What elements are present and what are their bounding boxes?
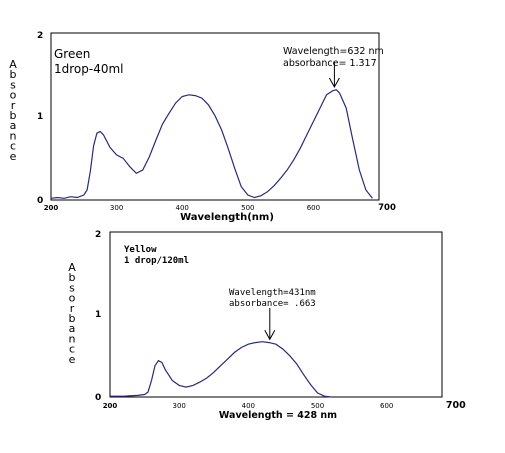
chart-green-x-tick-500: 500: [241, 204, 254, 212]
chart-green-annotation-arrow: [328, 62, 340, 89]
chart-yellow-plot-frame: [109, 231, 443, 398]
chart-yellow-y-axis-letter: s: [69, 281, 75, 294]
chart-green-y-axis-letter: c: [10, 140, 16, 153]
chart-yellow-y-tick-2: 2: [95, 230, 101, 240]
chart-yellow-y-axis-letter: b: [69, 271, 76, 284]
chart-green-y-axis-letter: o: [10, 89, 17, 102]
chart-yellow-y-axis-letter: c: [69, 343, 75, 356]
chart-green-x-axis-label: Wavelength(nm): [180, 212, 274, 223]
chart-green-annotation-line1: Wavelength=632 nm: [283, 46, 384, 57]
chart-green-plot-frame: [50, 32, 380, 201]
chart-yellow-y-axis-letter: b: [69, 312, 76, 325]
chart-green-y-tick-0: 0: [37, 196, 43, 206]
chart-green-title: Green: [54, 47, 90, 61]
chart-green-y-tick-1: 1: [37, 112, 43, 122]
chart-yellow-x-tick-200: 200: [103, 402, 118, 410]
chart-yellow-subtitle: 1 drop/120ml: [124, 256, 189, 266]
chart-yellow-x-tick-400: 400: [242, 402, 255, 410]
chart-yellow-x-ticks: 200 300 400 500 600 700: [103, 400, 466, 411]
chart-green-arrow-head: [328, 77, 340, 89]
chart-green-x-tick-300: 300: [110, 204, 123, 212]
chart-yellow-title: Yellow: [124, 245, 157, 255]
chart-green-y-tick-2: 2: [37, 31, 43, 41]
chart-yellow-y-axis-letter: e: [69, 353, 76, 366]
chart-yellow-annotation-arrow: [264, 308, 276, 341]
chart-yellow-y-axis-letter: A: [68, 261, 76, 274]
chart-green-x-ticks: 200 300 400 500 600 700: [44, 203, 396, 213]
chart-yellow-annotation-line2: absorbance= .663: [229, 299, 316, 309]
chart-green-y-axis-letter: a: [10, 119, 17, 132]
chart-green-y-axis-letter: s: [10, 78, 16, 91]
chart-yellow-annotation-line1: Wavelength=431nm: [229, 288, 316, 298]
chart-green-series-line: [50, 89, 373, 199]
chart-yellow-arrow-head: [264, 330, 276, 341]
chart-yellow-y-axis-letter: o: [69, 292, 76, 305]
chart-yellow-series-line: [110, 341, 332, 398]
chart-yellow-y-axis-letter: n: [69, 332, 76, 345]
chart-green-y-axis-letter: e: [10, 150, 17, 163]
chart-yellow-x-tick-300: 300: [173, 402, 186, 410]
chart-green-x-tick-400: 400: [176, 204, 189, 212]
chart-green-y-axis-letter: r: [11, 99, 16, 112]
chart-yellow-x-tick-700: 700: [446, 400, 466, 411]
chart-yellow-x-tick-500: 500: [311, 402, 324, 410]
chart-green-y-axis-letter: n: [10, 129, 17, 142]
chart-yellow-y-axis-letter: r: [70, 302, 75, 315]
chart-green-y-axis-letter: b: [10, 109, 17, 122]
chart-yellow-x-axis-label: Wavelength = 428 nm: [219, 410, 337, 421]
chart-yellow-x-tick-600: 600: [380, 402, 393, 410]
chart-green-y-axis-letter: A: [9, 58, 17, 71]
chart-green-x-tick-600: 600: [307, 204, 320, 212]
chart-green-y-axis-letter: b: [10, 68, 17, 81]
chart-yellow-y-tick-0: 0: [95, 393, 101, 403]
chart-green-subtitle: 1drop-40ml: [54, 62, 124, 76]
chart-green-annotation-line2: absorbance= 1.317: [283, 58, 377, 69]
chart-yellow-y-axis-letter: a: [69, 322, 76, 335]
chart-green-x-tick-700: 700: [378, 203, 396, 213]
chart-green-x-tick-200: 200: [44, 204, 59, 212]
chart-yellow-y-tick-1: 1: [95, 310, 101, 320]
